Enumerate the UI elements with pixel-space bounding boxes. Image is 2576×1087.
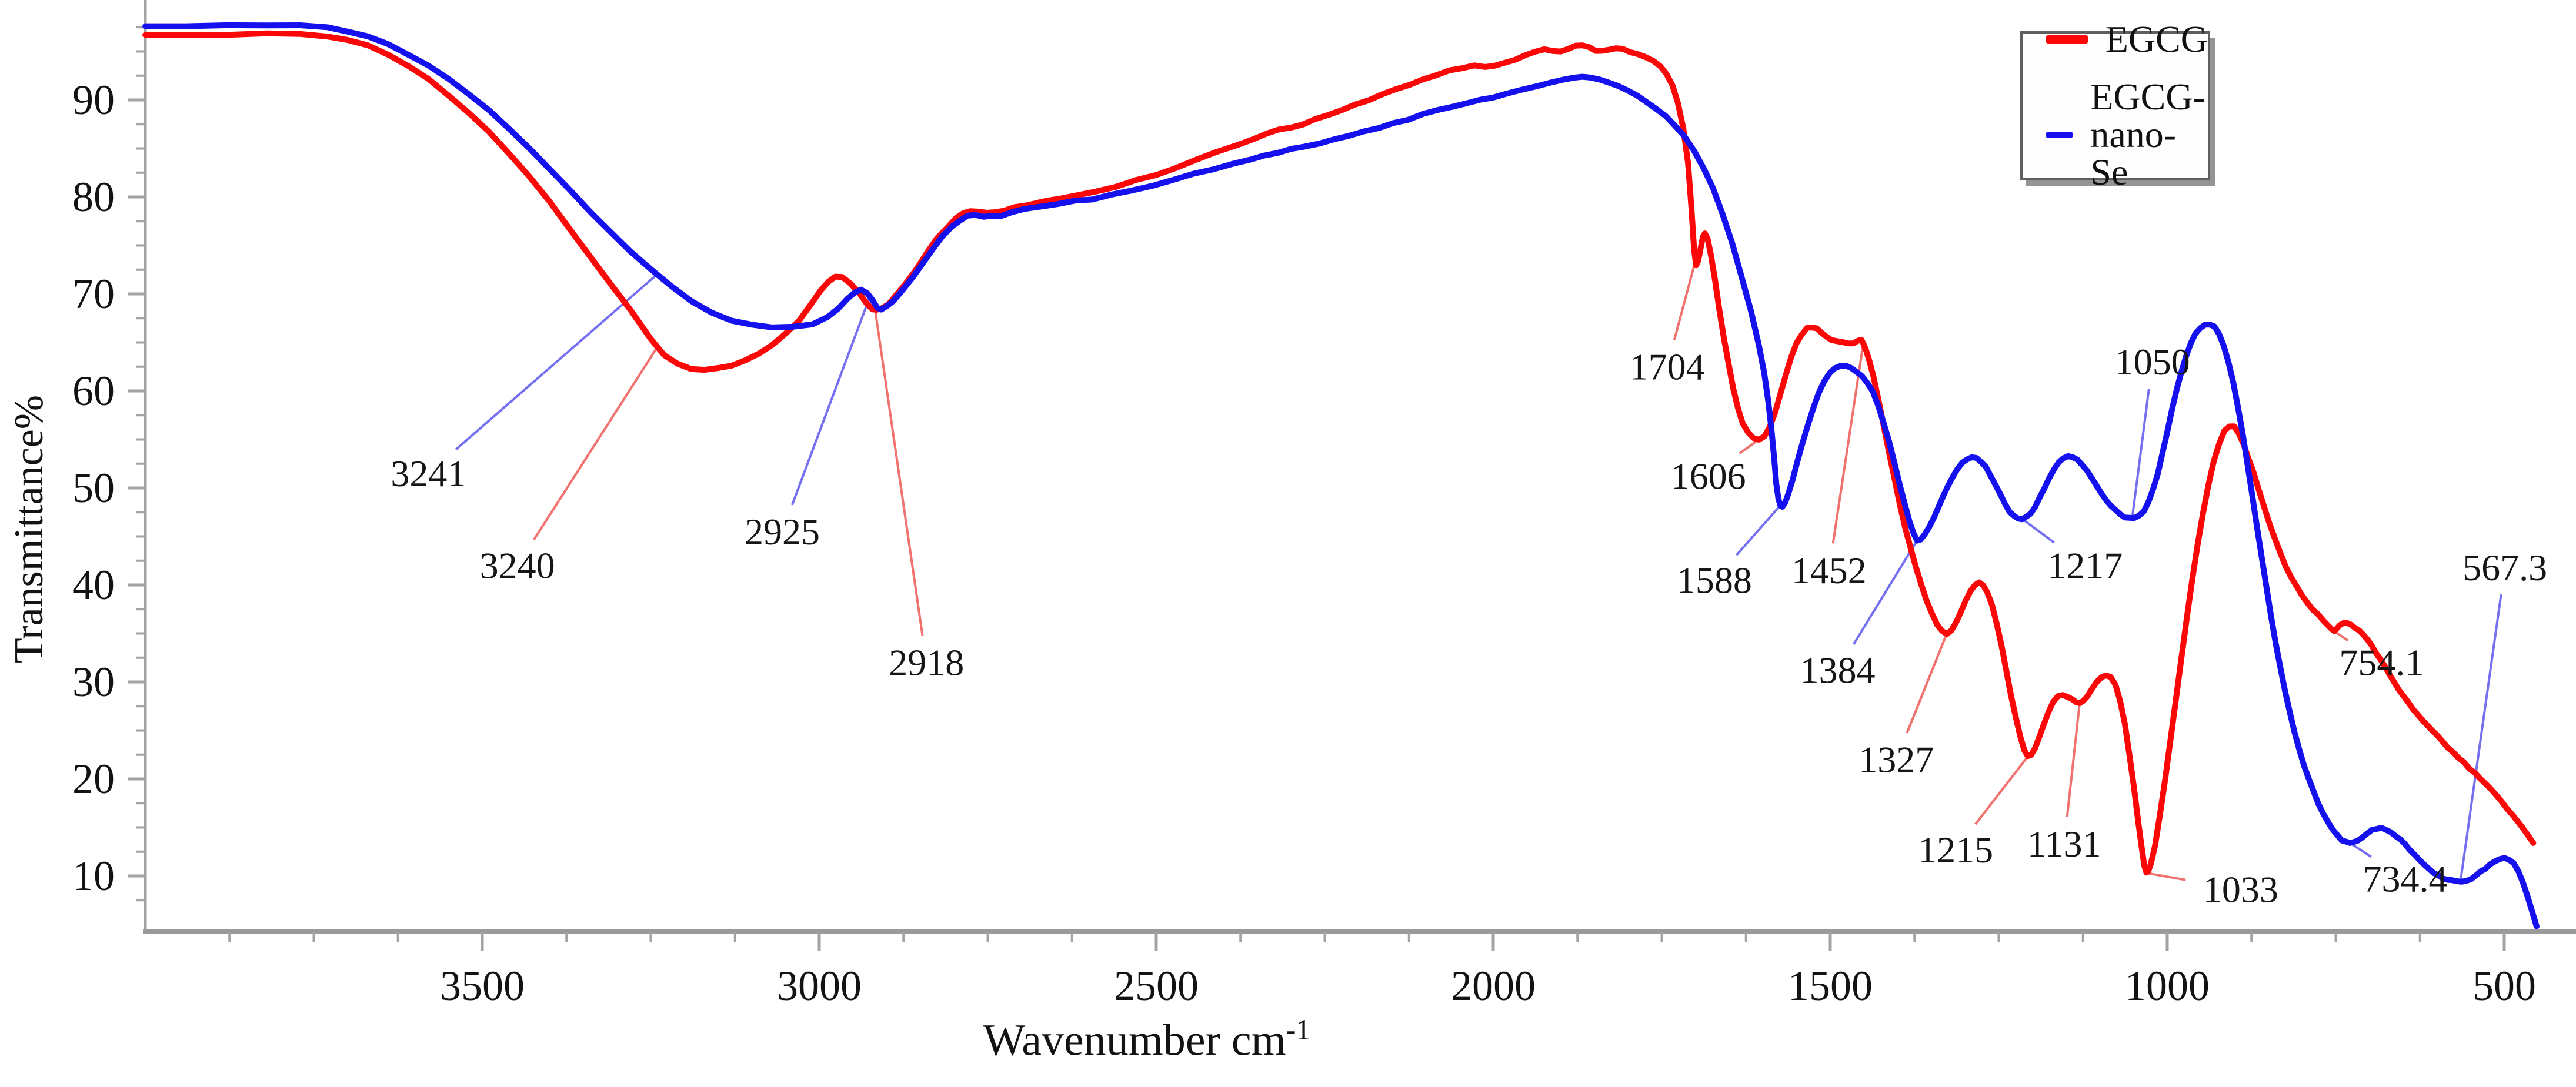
x-tick-label: 2500 [1114,962,1199,1009]
annotation-label-2918: 2918 [889,642,964,684]
annotation-label-1215: 1215 [1918,829,1993,871]
annotation-label-1050: 1050 [2115,341,2190,383]
annotation-label-1033: 1033 [2203,869,2278,911]
annotation-label-1131: 1131 [2027,823,2101,865]
legend-item-egcg: EGCG [2046,21,2208,58]
egcg-nano-se-line-swatch [2046,131,2073,138]
annotation-leader-1217 [2021,518,2055,544]
annotation-leader-1384 [1852,540,1918,645]
annotation-label-3240: 3240 [480,545,555,587]
annotation-leader-1588 [1736,504,1781,556]
annotation-label-1606: 1606 [1671,456,1746,497]
x-tick-label: 3500 [440,962,525,1009]
annotation-leader-734.4 [2349,842,2372,858]
x-tick-label: 3000 [777,962,862,1009]
annotation-label-1384: 1384 [1800,650,1876,691]
annotation-leader-1215 [1974,755,2029,825]
annotation-label-567.3: 567.3 [2462,547,2547,588]
annotation-label-1217: 1217 [2047,545,2123,587]
egcg-line-swatch [2046,35,2088,44]
x-tick-label: 500 [2472,962,2536,1009]
x-axis-title: Wavenumber cm-1 [983,1013,1311,1065]
annotation-label-3241: 3241 [391,453,466,494]
annotation-leader-3240 [533,346,659,540]
annotation-label-734.4: 734.4 [2363,858,2448,899]
annotation-label-2925: 2925 [745,511,820,553]
annotation-leader-1131 [2066,703,2081,817]
annotation-leader-567.3 [2459,594,2502,882]
x-tick-label: 2000 [1451,962,1536,1009]
legend-label-egcg-nano-se: EGCG-nano-Se [2090,76,2205,193]
annotation-leader-1033 [2146,872,2186,881]
annotation-leader-1704 [1673,260,1697,340]
y-tick-label: 10 [72,852,115,899]
annotation-leader-1050 [2131,389,2150,519]
y-tick-label: 90 [72,76,115,123]
y-tick-label: 80 [72,173,115,220]
y-tick-label: 50 [72,464,115,511]
y-axis-title: Transmittance% [6,394,52,664]
y-tick-label: 30 [72,658,115,705]
annotation-leader-2918 [874,310,924,636]
legend: EGCG EGCG-nano-Se [2020,21,2210,191]
annotation-label-1327: 1327 [1858,739,1934,781]
annotation-leader-1327 [1906,633,1948,734]
y-tick-label: 70 [72,270,115,317]
annotation-label-1588: 1588 [1677,559,1752,601]
annotation-label-1704: 1704 [1630,346,1705,387]
annotation-leader-2925 [791,296,871,506]
egcg-nano-se-series-line [142,22,2540,929]
annotation-label-754.1: 754.1 [2339,642,2424,684]
y-tick-label: 40 [72,561,115,608]
legend-item-egcg-nano-se: EGCG-nano-Se [2046,78,2208,191]
y-tick-label: 20 [72,755,115,802]
x-axis-title-superscript: -1 [1286,1013,1311,1046]
y-tick-label: 60 [72,367,115,414]
x-tick-label: 1500 [1788,962,1873,1009]
x-tick-label: 1000 [2125,962,2210,1009]
annotation-label-1452: 1452 [1791,550,1867,591]
legend-label-egcg: EGCG [2105,18,2208,60]
